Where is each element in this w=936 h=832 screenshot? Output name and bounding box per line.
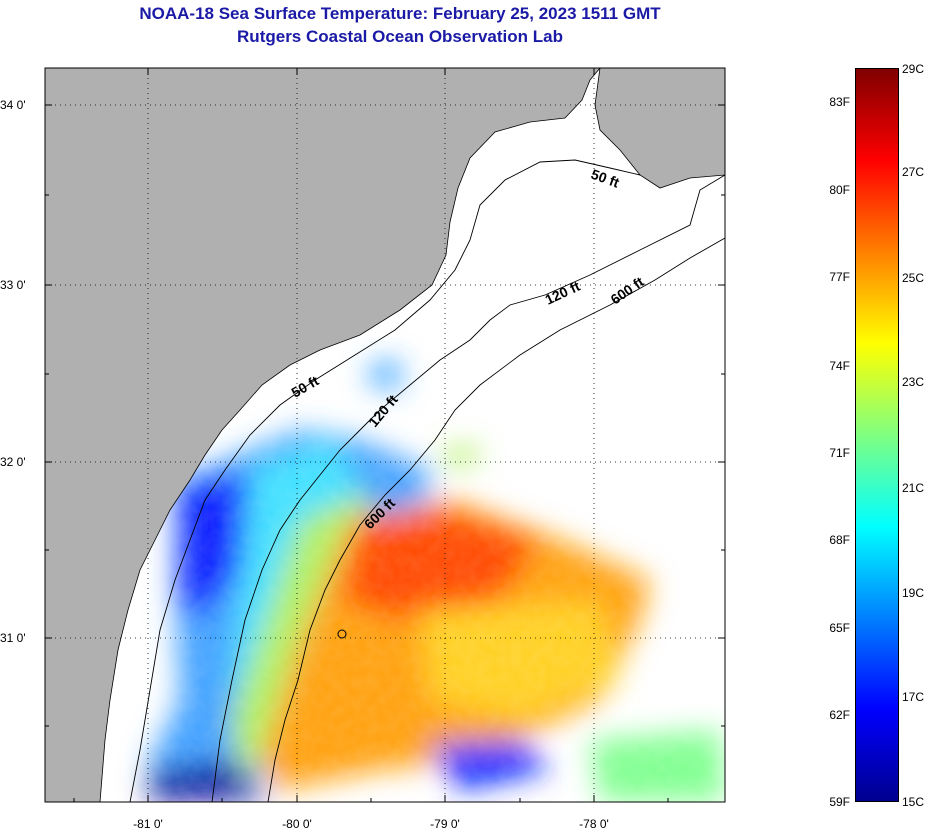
lon-label-78: -78 0' [579, 817, 609, 831]
colorbar-f-label: 68F [829, 533, 850, 547]
colorbar-f-label: 74F [829, 359, 850, 373]
gridlines [45, 68, 725, 802]
isobath-50ft [129, 159, 641, 802]
lon-label-80: -80 0' [282, 817, 312, 831]
buoy-marker [337, 629, 347, 639]
isobath-lines [129, 159, 725, 802]
lat-label-33: 33 0' [0, 278, 26, 292]
colorbar-c-label: 17C [902, 690, 925, 704]
map-frame [44, 67, 726, 803]
colorbar-f-label: 71F [829, 446, 850, 460]
colorbar [855, 68, 899, 802]
isobath-120ft [211, 174, 725, 802]
land-mass [45, 68, 601, 802]
colorbar-c-label: 25C [902, 271, 925, 285]
colorbar-c-label: 21C [902, 481, 925, 495]
axis-ticks [45, 68, 725, 802]
colorbar-f-label: 59F [829, 795, 850, 809]
map-title: NOAA-18 Sea Surface Temperature: Februar… [139, 4, 661, 23]
colorbar-c-label: 23C [902, 375, 925, 389]
lat-label-34: 34 0' [0, 98, 26, 112]
colorbar-c-label: 29C [902, 62, 925, 76]
colorbar-c-label: 27C [902, 165, 925, 179]
colorbar-f-label: 83F [829, 95, 850, 109]
colorbar-gradient [855, 68, 899, 802]
colorbar-f-label: 65F [829, 621, 850, 635]
lon-label-79: -79 0' [430, 817, 460, 831]
map-subtitle: Rutgers Coastal Ocean Observation Lab [237, 27, 563, 46]
colorbar-f-label: 77F [829, 270, 850, 284]
isobath-600ft [267, 237, 725, 802]
lat-label-31: 31 0' [0, 631, 26, 645]
colorbar-f-label: 62F [829, 708, 850, 722]
lon-label-81: -81 0' [133, 817, 163, 831]
lat-label-32: 32 0' [0, 455, 26, 469]
colorbar-c-label: 15C [902, 795, 925, 809]
colorbar-f-label: 80F [829, 183, 850, 197]
land-mass-north [594, 68, 725, 189]
colorbar-c-label: 19C [902, 586, 925, 600]
